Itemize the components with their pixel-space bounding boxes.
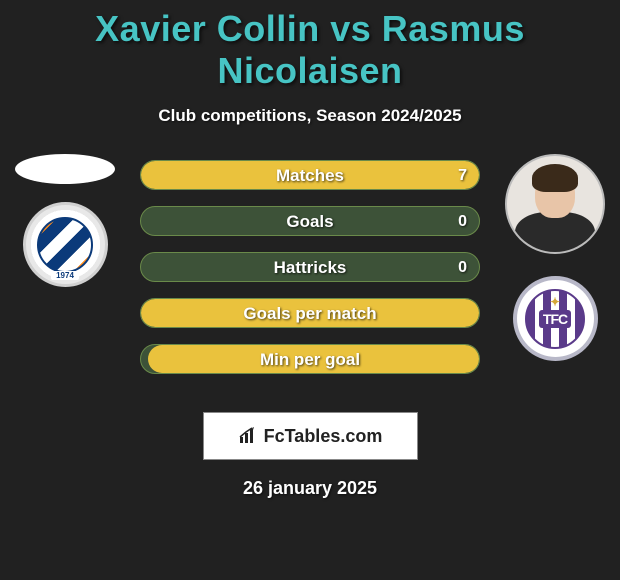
stat-value-right: 7 — [458, 161, 467, 190]
stat-bars: Matches7Goals0Hattricks0Goals per matchM… — [140, 160, 480, 390]
right-player-column: ✦ TFC — [500, 154, 610, 361]
stat-value-right: 0 — [458, 253, 467, 282]
player-photo — [505, 154, 605, 254]
cross-icon: ✦ — [550, 295, 560, 309]
page-title: Xavier Collin vs Rasmus Nicolaisen — [0, 0, 620, 92]
subtitle: Club competitions, Season 2024/2025 — [0, 106, 620, 126]
stat-label: Goals per match — [141, 299, 479, 328]
comparison-panel: 1974 Matches7Goals0Hattricks0Goals per m… — [0, 154, 620, 404]
tfc-stripes-icon: ✦ TFC — [525, 289, 585, 349]
stat-row: Hattricks0 — [140, 252, 480, 282]
stat-label: Goals — [141, 207, 479, 236]
club-founding-year: 1974 — [51, 271, 79, 280]
club-badge-right: ✦ TFC — [513, 276, 598, 361]
stat-value-right: 0 — [458, 207, 467, 236]
stat-row: Goals0 — [140, 206, 480, 236]
stat-label: Matches — [141, 161, 479, 190]
snapshot-date: 26 january 2025 — [0, 478, 620, 499]
stat-label: Min per goal — [141, 345, 479, 374]
branding-text: FcTables.com — [264, 426, 383, 447]
stat-row: Min per goal — [140, 344, 480, 374]
club-badge-left: 1974 — [23, 202, 108, 287]
player-photo-placeholder — [15, 154, 115, 184]
stat-label: Hattricks — [141, 253, 479, 282]
stat-row: Goals per match — [140, 298, 480, 328]
left-player-column: 1974 — [10, 154, 120, 287]
stat-row: Matches7 — [140, 160, 480, 190]
mhsc-stripes-icon — [37, 217, 93, 273]
branding-box: FcTables.com — [203, 412, 418, 460]
bar-chart-icon — [238, 427, 260, 445]
club-abbrev: TFC — [539, 310, 571, 328]
